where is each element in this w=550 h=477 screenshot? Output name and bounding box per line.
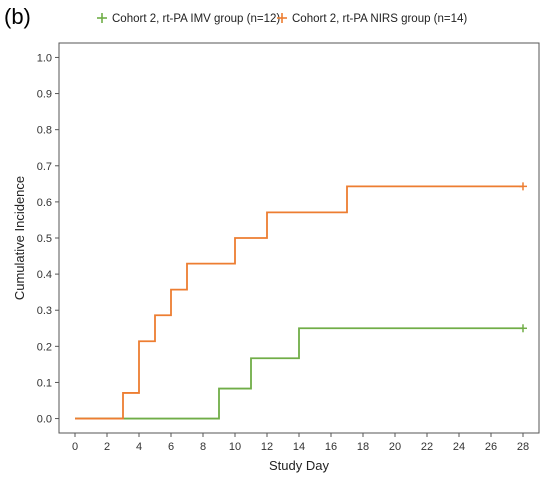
x-tick-label: 22 — [421, 441, 433, 453]
y-tick-label: 0.8 — [37, 125, 52, 137]
x-tick-label: 16 — [325, 441, 337, 453]
y-tick-label: 0.0 — [37, 414, 52, 426]
legend-item-nirs: Cohort 2, rt-PA NIRS group (n=14) — [277, 13, 467, 25]
x-axis-ticks: 0 2 4 6 8 10 12 14 16 18 20 22 24 26 28 — [72, 433, 529, 453]
y-tick-label: 0.6 — [37, 197, 52, 209]
x-tick-label: 0 — [72, 441, 78, 453]
y-tick-label: 0.3 — [37, 305, 52, 317]
y-axis-title: Cumulative Incidence — [12, 176, 27, 300]
x-tick-label: 18 — [357, 441, 369, 453]
x-tick-label: 10 — [229, 441, 241, 453]
x-tick-label: 28 — [517, 441, 529, 453]
y-tick-label: 0.4 — [37, 269, 52, 281]
y-tick-label: 0.7 — [37, 161, 52, 173]
x-tick-label: 4 — [136, 441, 142, 453]
x-tick-label: 6 — [168, 441, 174, 453]
legend-label-nirs: Cohort 2, rt-PA NIRS group (n=14) — [292, 13, 467, 25]
x-tick-label: 2 — [104, 441, 110, 453]
x-tick-label: 26 — [485, 441, 497, 453]
series-layer — [75, 182, 527, 420]
panel-label: (b) — [4, 4, 31, 29]
y-tick-label: 1.0 — [37, 52, 52, 64]
x-tick-label: 12 — [261, 441, 273, 453]
y-tick-label: 0.2 — [37, 341, 52, 353]
legend-item-imv: Cohort 2, rt-PA IMV group (n=12) — [97, 13, 280, 25]
y-tick-label: 0.1 — [37, 377, 52, 389]
legend-label-imv: Cohort 2, rt-PA IMV group (n=12) — [112, 13, 280, 25]
y-tick-label: 0.9 — [37, 89, 52, 101]
x-tick-label: 14 — [293, 441, 305, 453]
x-axis-title: Study Day — [269, 458, 329, 473]
y-axis-ticks: 0.0 0.1 0.2 0.3 0.4 0.5 0.6 0.7 0.8 0.9 1.0 — [37, 52, 59, 426]
x-tick-label: 8 — [200, 441, 206, 453]
legend: Cohort 2, rt-PA IMV group (n=12) Cohort … — [97, 13, 467, 25]
x-tick-label: 24 — [453, 441, 465, 453]
x-tick-label: 20 — [389, 441, 401, 453]
series-line-0 — [75, 327, 523, 420]
series-line-1 — [75, 185, 523, 420]
y-tick-label: 0.5 — [37, 233, 52, 245]
plot-frame — [58, 42, 540, 434]
